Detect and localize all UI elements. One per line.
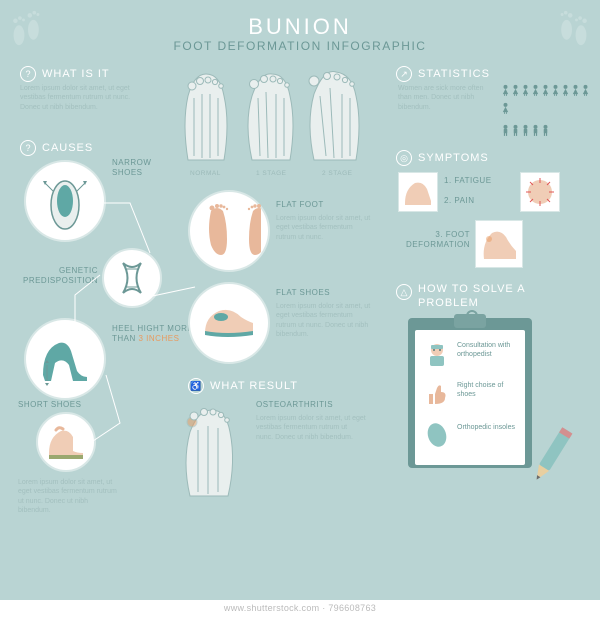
short-text: Lorem ipsum dolor sit amet, ut eget vest… — [18, 478, 118, 516]
target-icon: ◎ — [396, 150, 412, 166]
osteo-text: Lorem ipsum dolor sit amet, ut eget vest… — [256, 414, 366, 442]
women-row — [500, 84, 590, 121]
result-bones — [172, 402, 252, 507]
chart-icon: ↗ — [396, 66, 412, 82]
circ-heel — [24, 318, 106, 400]
infographic-canvas: BUNION FOOT DEFORMATION INFOGRAPHIC ? WH… — [0, 0, 600, 600]
label-genetic: GENETIC PREDISPOSITION — [18, 266, 98, 287]
heading-result: WHAT RESULT — [210, 380, 298, 393]
doctor-icon — [423, 340, 451, 368]
circ-flatshoes — [188, 282, 270, 364]
clipboard: Consultation with orthopedist Right choi… — [408, 318, 532, 468]
label-flatfoot: FLAT FOOT — [276, 200, 336, 210]
what-text: Lorem ipsum dolor sit amet, ut eget vest… — [20, 84, 150, 112]
label-osteo: OSTEOARTHRITIS — [256, 400, 356, 410]
watermark: www.shutterstock.com · 796608763 — [0, 603, 600, 613]
label-flatshoes: FLAT SHOES — [276, 288, 346, 298]
heading-causes: CAUSES — [42, 142, 93, 155]
flatfoot-text: Lorem ipsum dolor sit amet, ut eget vest… — [276, 214, 371, 242]
stats-people — [500, 84, 590, 142]
main-subtitle: FOOT DEFORMATION INFOGRAPHIC — [0, 40, 600, 54]
circ-flatfoot — [188, 190, 270, 272]
symptom-fatigue-img — [398, 172, 438, 212]
stages-panel — [172, 64, 372, 169]
wheel-icon: ♿ — [188, 378, 204, 394]
circ-narrow-shoes — [24, 160, 106, 242]
warn-icon: △ — [396, 284, 412, 300]
clipboard-clasp — [454, 314, 486, 328]
solve-3: Orthopedic insoles — [457, 424, 521, 433]
circ-short — [36, 412, 96, 472]
heading-stats: STATISTICS — [418, 68, 490, 81]
stats-text: Women are sick more often than men. Done… — [398, 84, 494, 112]
men-row — [500, 124, 590, 142]
stage-label-0: NORMAL — [190, 170, 221, 177]
qmarks-icon: ? — [20, 140, 36, 156]
label-narrow: NARROW SHOES — [112, 158, 182, 179]
solve-1: Consultation with orthopedist — [457, 342, 521, 360]
thumb-icon — [423, 380, 451, 408]
flatshoes-text: Lorem ipsum dolor sit amet, ut eget vest… — [276, 302, 371, 340]
solve-2: Right choise of shoes — [457, 382, 521, 400]
clipboard-paper: Consultation with orthopedist Right choi… — [415, 330, 525, 465]
symptom-3: 3. FOOT DEFORMATION — [398, 230, 470, 251]
heading-solve: HOW TO SOLVE A PROBLEM — [418, 282, 568, 311]
book-icon: ? — [20, 66, 36, 82]
symptom-2: 2. PAIN — [444, 196, 504, 206]
stage-label-1: 1 STAGE — [256, 170, 286, 177]
heading-symptoms: SYMPTOMS — [418, 152, 489, 165]
circ-genetic — [102, 248, 162, 308]
foot-skeleton-stages — [172, 64, 372, 164]
symptom-1: 1. FATIGUE — [444, 176, 504, 186]
symptom-pain-img — [520, 172, 560, 212]
pencil-icon — [524, 420, 580, 490]
insole-icon — [423, 420, 451, 448]
stage-label-2: 2 STAGE — [322, 170, 352, 177]
main-title: BUNION — [0, 14, 600, 39]
heading-what: WHAT IS IT — [42, 68, 110, 81]
label-short: SHORT SHOES — [18, 400, 98, 410]
symptom-deform-img — [475, 220, 523, 268]
